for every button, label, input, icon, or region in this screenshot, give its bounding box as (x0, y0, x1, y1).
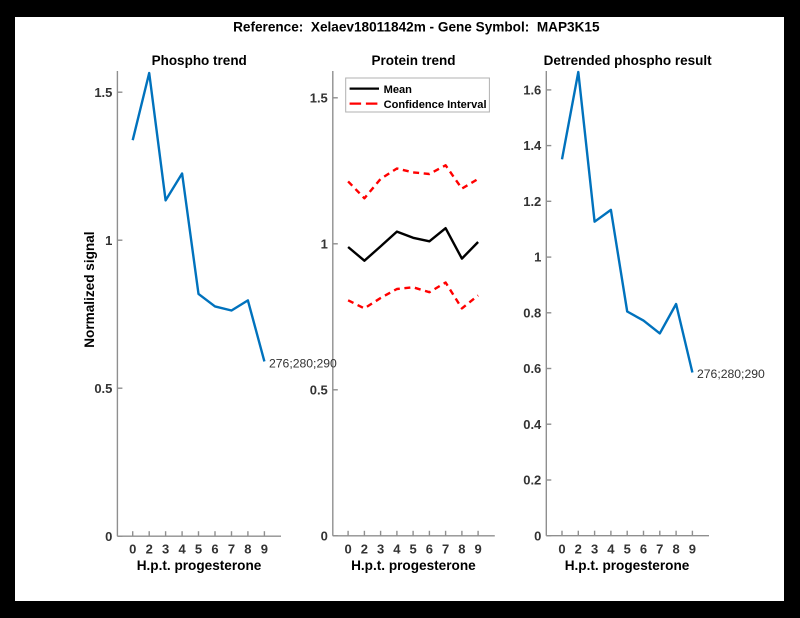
svg-text:0: 0 (105, 529, 112, 544)
svg-text:5: 5 (409, 541, 416, 556)
svg-text:Reference: Xelaev18011842m -: Reference: Xelaev18011842m - Gene Symbol… (233, 20, 600, 35)
svg-text:1: 1 (105, 233, 112, 248)
svg-text:4: 4 (393, 541, 401, 556)
svg-text:1.5: 1.5 (310, 90, 328, 105)
svg-text:8: 8 (672, 541, 679, 556)
svg-text:2: 2 (146, 541, 153, 556)
svg-text:Confidence Interval: Confidence Interval (384, 99, 487, 111)
svg-text:Mean: Mean (384, 84, 413, 96)
svg-text:4: 4 (607, 541, 615, 556)
svg-text:276;280;290: 276;280;290 (269, 356, 337, 370)
svg-text:0.6: 0.6 (523, 361, 541, 376)
svg-text:9: 9 (689, 541, 696, 556)
svg-text:0: 0 (321, 528, 328, 543)
svg-text:Detrended phospho result: Detrended phospho result (544, 53, 713, 68)
svg-text:H.p.t. progesterone: H.p.t. progesterone (137, 558, 262, 573)
svg-text:Phospho trend: Phospho trend (152, 53, 247, 68)
svg-text:7: 7 (442, 541, 449, 556)
svg-text:276;280;290: 276;280;290 (697, 367, 765, 381)
svg-text:3: 3 (591, 541, 598, 556)
svg-text:Normalized signal: Normalized signal (82, 231, 97, 347)
svg-text:0.8: 0.8 (523, 305, 541, 320)
svg-text:0.5: 0.5 (310, 382, 328, 397)
svg-text:4: 4 (178, 541, 186, 556)
svg-text:5: 5 (624, 541, 631, 556)
svg-text:6: 6 (426, 541, 433, 556)
svg-text:1.2: 1.2 (523, 194, 541, 209)
svg-text:8: 8 (458, 541, 465, 556)
svg-text:7: 7 (228, 541, 235, 556)
svg-text:1.5: 1.5 (94, 85, 112, 100)
svg-text:0: 0 (344, 541, 351, 556)
svg-text:9: 9 (474, 541, 481, 556)
svg-text:Protein trend: Protein trend (371, 53, 455, 68)
svg-text:1.6: 1.6 (523, 83, 541, 98)
svg-text:0: 0 (534, 528, 541, 543)
svg-text:H.p.t. progesterone: H.p.t. progesterone (565, 558, 690, 573)
svg-text:1: 1 (534, 250, 541, 265)
svg-text:7: 7 (656, 541, 663, 556)
svg-text:6: 6 (211, 541, 218, 556)
svg-text:3: 3 (377, 541, 384, 556)
svg-text:1: 1 (321, 236, 328, 251)
svg-text:8: 8 (244, 541, 251, 556)
svg-text:1.4: 1.4 (523, 138, 542, 153)
svg-text:0: 0 (129, 541, 136, 556)
svg-text:6: 6 (640, 541, 647, 556)
svg-text:5: 5 (195, 541, 202, 556)
svg-text:H.p.t. progesterone: H.p.t. progesterone (351, 558, 476, 573)
svg-text:0.5: 0.5 (94, 381, 112, 396)
svg-text:2: 2 (361, 541, 368, 556)
svg-text:2: 2 (575, 541, 582, 556)
svg-text:0: 0 (558, 541, 565, 556)
svg-text:0.4: 0.4 (523, 417, 542, 432)
svg-text:0.2: 0.2 (523, 473, 541, 488)
svg-text:9: 9 (261, 541, 268, 556)
svg-text:3: 3 (162, 541, 169, 556)
